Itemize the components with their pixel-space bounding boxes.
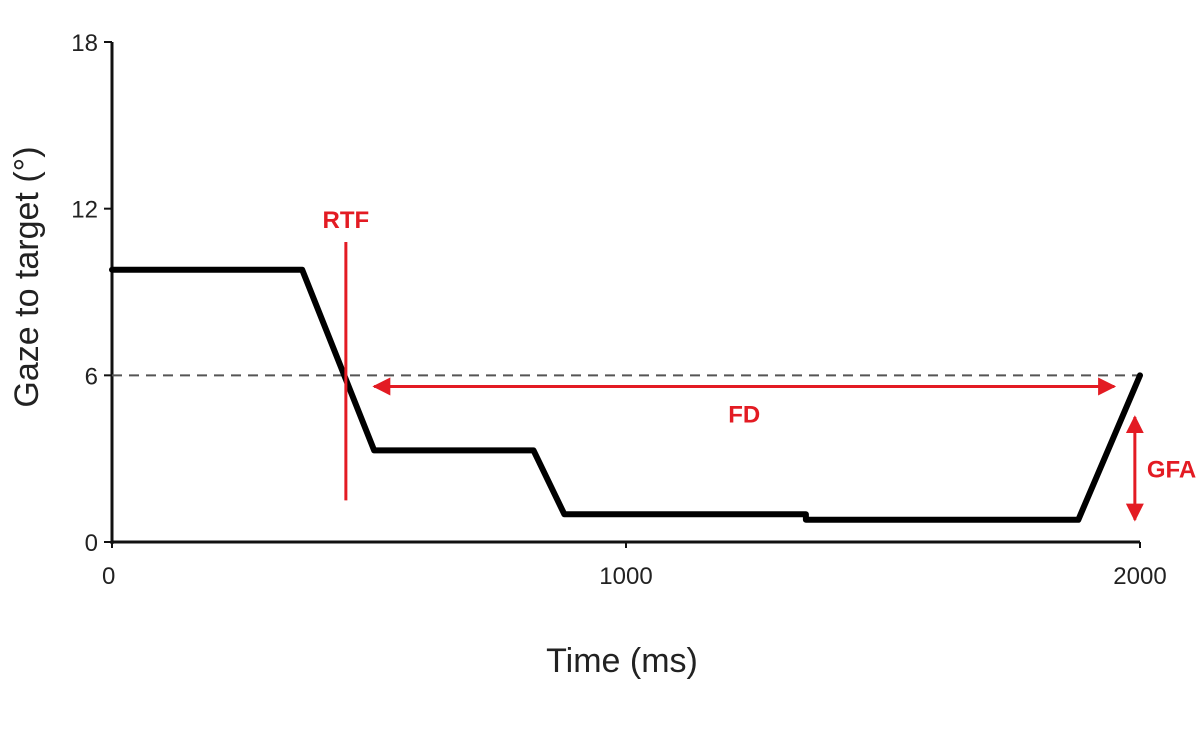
- x-tick-label-0: 0: [102, 563, 115, 590]
- fd-label: FD: [728, 401, 760, 428]
- y-tick-label-2: 12: [71, 197, 98, 224]
- rtf-label: RTF: [323, 207, 370, 234]
- y-tick-label-1: 6: [85, 363, 98, 390]
- series-group: [109, 266, 1143, 523]
- series-line-0: [109, 266, 1143, 523]
- y-axis-title: Gaze to target (°): [8, 146, 46, 407]
- y-tick-label-3: 18: [71, 30, 98, 57]
- annotations: RTF FD GFA: [323, 207, 1196, 522]
- axes: [104, 41, 1141, 548]
- x-tick-label-2: 2000: [1113, 563, 1166, 590]
- labels: 0 6 12 18 0 1000 2000 Time (ms) Gaze to target (…: [8, 30, 1167, 680]
- x-axis-title: Time (ms): [546, 642, 698, 680]
- y-tick-label-0: 0: [85, 530, 98, 557]
- x-tick-label-1: 1000: [599, 563, 652, 590]
- gfa-label: GFA: [1147, 456, 1196, 483]
